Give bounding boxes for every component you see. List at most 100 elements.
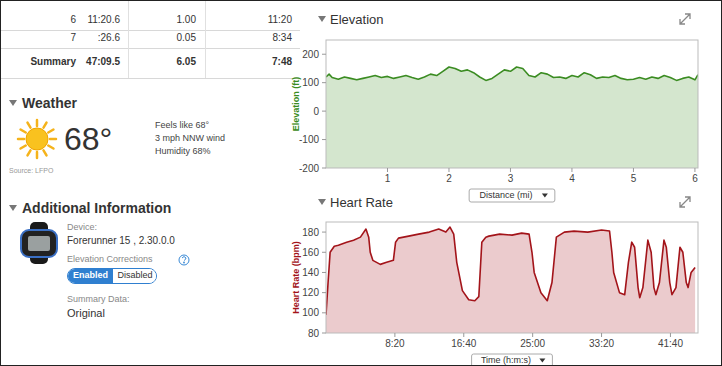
page: 611:20.61.0011:207:26.60.058:34Summary47… [0, 0, 722, 366]
field-label: Elevation Corrections [67, 254, 153, 264]
collapse-arrow[interactable] [9, 205, 17, 211]
toggle-option[interactable]: Disabled [113, 269, 157, 283]
axis-selector[interactable]: Time (h:m:s) [472, 354, 553, 366]
tick-label: 25:00 [520, 338, 545, 349]
tick-label: 4 [569, 173, 575, 184]
tick-mark [532, 333, 533, 337]
table-cell: 0.05 [96, 32, 196, 43]
area-fill [326, 227, 695, 333]
section-title: Weather [22, 95, 77, 111]
dropdown-box[interactable] [472, 354, 553, 366]
collapse-arrow[interactable] [9, 100, 17, 106]
tick-label: -100 [299, 134, 319, 145]
table-cell: 47:09.5 [20, 56, 120, 67]
tick-label: 160 [302, 247, 319, 258]
expand-icon[interactable] [680, 197, 690, 207]
chart: Heart Rate801001201401601808:2016:4025:0… [291, 195, 698, 366]
tick-mark [601, 333, 602, 337]
tick-label: 41:40 [658, 338, 683, 349]
tick-label: 3 [508, 173, 514, 184]
dropdown-arrow[interactable] [542, 194, 548, 198]
table-cell: 8:34 [192, 32, 292, 43]
table-cell: 11:20 [192, 14, 292, 25]
table-rule [0, 0, 300, 1]
collapse-arrow[interactable] [318, 16, 326, 22]
tick-label: 140 [302, 267, 319, 278]
tick-mark [571, 168, 572, 172]
device-icon [21, 222, 57, 264]
sun-ray [36, 120, 39, 126]
tick-label: 200 [302, 49, 319, 60]
tick-mark [670, 333, 671, 337]
watch-screen [28, 236, 50, 251]
field-label: Summary Data: [67, 294, 130, 304]
tick-label: 5 [631, 173, 637, 184]
tick-label: 100 [302, 77, 319, 88]
weather-source: Source: LFPO [9, 167, 53, 174]
tick-mark [322, 312, 326, 313]
chart-title: Heart Rate [330, 195, 393, 210]
area-fill [326, 67, 698, 168]
field-label: Device: [67, 222, 97, 232]
watch-body [21, 230, 57, 257]
tick-mark [322, 292, 326, 293]
tick-mark [322, 139, 326, 140]
table-cell: Summary [0, 56, 76, 67]
data-line [326, 227, 695, 315]
axis-selector[interactable]: Distance (mi) [469, 189, 555, 202]
tick-label: 1 [385, 173, 391, 184]
table-cell: 7 [0, 32, 76, 43]
tick-mark [633, 168, 634, 172]
screen-border [0, 0, 722, 366]
sun-ray [44, 150, 47, 155]
tick-label: 120 [302, 287, 319, 298]
tick-label: 16:40 [451, 338, 476, 349]
tick-label: 80 [308, 328, 320, 339]
tick-label: 2 [446, 173, 452, 184]
tick-mark [322, 111, 326, 112]
axis-selector-label: Time (h:m:s) [481, 355, 531, 365]
temperature: 68° [64, 121, 112, 158]
toggle[interactable]: EnabledDisabled [67, 268, 157, 284]
tick-mark [387, 168, 388, 172]
tick-label: 6 [692, 173, 698, 184]
axis-title: Elevation (ft) [291, 77, 301, 132]
table-divider [205, 0, 206, 78]
tick-label: 33:20 [589, 338, 614, 349]
table-rule [0, 78, 300, 79]
tick-mark [322, 82, 326, 83]
sun-ray [28, 150, 31, 155]
table-cell: 7:48 [192, 56, 292, 67]
sun-ray [36, 152, 39, 158]
tick-label: 100 [302, 307, 319, 318]
help-icon[interactable] [179, 255, 189, 265]
weather-detail: Humidity 68% [155, 146, 211, 156]
weather-detail: 3 mph NNW wind [155, 133, 225, 143]
dropdown-arrow[interactable] [539, 359, 545, 363]
table-cell: 6 [0, 14, 76, 25]
sun-disc [26, 128, 48, 150]
left-icons [0, 0, 300, 366]
dropdown-box[interactable] [469, 189, 555, 202]
weather-icon [18, 120, 56, 158]
toggle-label: Enabled [68, 270, 113, 280]
tick-mark [448, 168, 449, 172]
chart-title: Elevation [330, 12, 383, 27]
expand-icon[interactable] [680, 14, 690, 24]
tick-mark [322, 168, 326, 169]
sun-ray [50, 138, 56, 141]
table-cell: :26.6 [20, 32, 120, 43]
tick-mark [394, 333, 395, 337]
tick-label: 0 [313, 106, 319, 117]
toggle-option[interactable]: Enabled [68, 269, 113, 283]
tick-mark [322, 54, 326, 55]
table-rule [0, 48, 300, 49]
tick-mark [322, 232, 326, 233]
table-rule [0, 30, 300, 31]
collapse-arrow[interactable] [318, 199, 326, 205]
table-cell: 1.00 [96, 14, 196, 25]
field-value: Forerunner 15 , 2.30.0.0 [67, 235, 175, 246]
toggle-label: Disabled [113, 270, 157, 280]
charts: Elevation-200-1000100200123456Elevation … [0, 0, 722, 366]
sun-ray [48, 146, 53, 149]
